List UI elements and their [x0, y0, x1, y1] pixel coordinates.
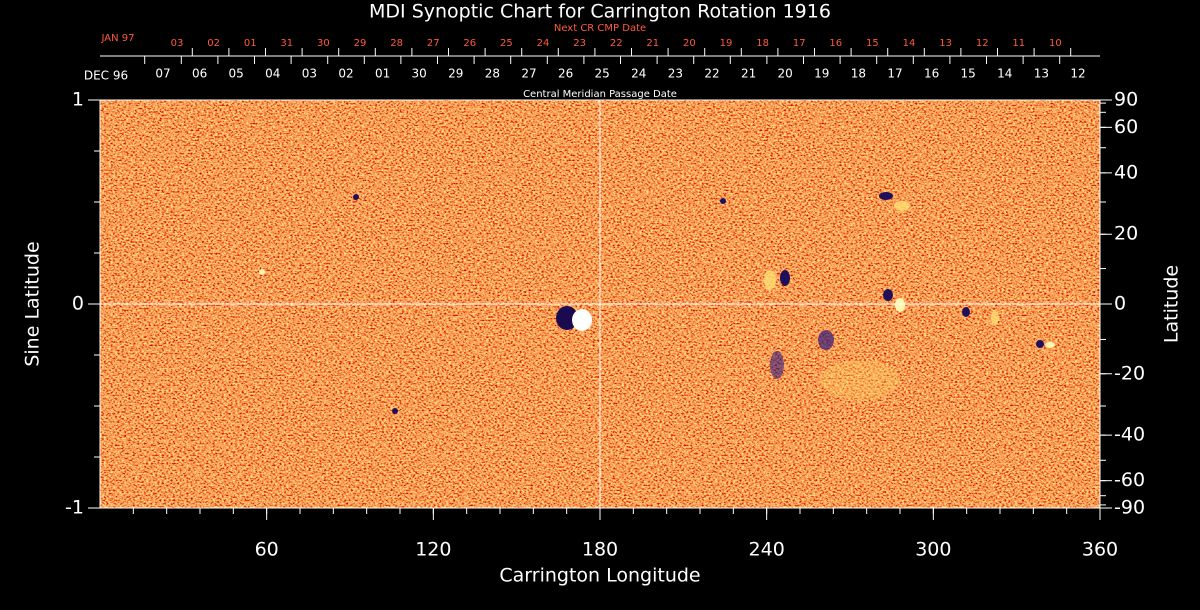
- cmp-date: 25: [595, 67, 610, 81]
- next-cmp-date: 17: [793, 38, 806, 49]
- x-tick-label: 300: [915, 539, 951, 561]
- y-tick-label: -1: [65, 497, 84, 519]
- next-cmp-date: 29: [354, 38, 367, 49]
- active-regions: [259, 192, 1055, 414]
- next-cmp-date: 30: [317, 38, 330, 49]
- next-cmp-date: 23: [573, 38, 586, 49]
- cmp-date: 17: [887, 67, 902, 81]
- y2-axis-title: Latitude: [1161, 265, 1183, 343]
- y-tick-label: 1: [72, 89, 84, 111]
- next-cmp-date: 03: [171, 38, 184, 49]
- y2-tick-label: -20: [1114, 362, 1145, 384]
- cmp-date: 15: [961, 67, 976, 81]
- x-tick-label: 240: [749, 539, 785, 561]
- cmp-date: 24: [631, 67, 646, 81]
- cmp-date: 16: [924, 67, 939, 81]
- cmp-date: 30: [412, 67, 427, 81]
- cmp-date: 14: [997, 67, 1012, 81]
- next-cmp-date: 26: [463, 38, 476, 49]
- cmp-date: 20: [778, 67, 793, 81]
- next-cmp-date: 01: [244, 38, 257, 49]
- cmp-date: 01: [375, 67, 390, 81]
- next-cmp-title: Next CR CMP Date: [554, 23, 646, 34]
- next-cmp-date: 16: [829, 38, 842, 49]
- y2-tick-label: 60: [1114, 116, 1138, 138]
- next-cmp-date: 10: [1049, 38, 1062, 49]
- y2-tick-label: 40: [1114, 161, 1138, 183]
- cmp-date: 04: [265, 67, 280, 81]
- next-cmp-date: 24: [537, 38, 550, 49]
- x-tick-label: 180: [582, 539, 618, 561]
- y2-tick-label: -90: [1114, 497, 1145, 519]
- next-cmp-date: 27: [427, 38, 440, 49]
- cmp-date: 18: [851, 67, 866, 81]
- cmp-date: 19: [814, 67, 829, 81]
- y2-tick-label: -40: [1114, 424, 1145, 446]
- cmp-date: 05: [229, 67, 244, 81]
- y2-tick-label: 20: [1114, 223, 1138, 245]
- y2-tick-label: 90: [1114, 89, 1138, 111]
- next-cmp-date: 19: [720, 38, 733, 49]
- next-cmp-date: 11: [1012, 38, 1025, 49]
- y-tick-label: 0: [72, 293, 84, 315]
- next-cmp-date: 18: [756, 38, 769, 49]
- cmp-date: 03: [302, 67, 317, 81]
- next-cmp-date: 31: [280, 38, 293, 49]
- next-cmp-date: 20: [683, 38, 696, 49]
- y-axis-title: Sine Latitude: [22, 241, 44, 366]
- next-cmp-date: 28: [390, 38, 403, 49]
- cmp-date: 13: [1034, 67, 1049, 81]
- cmp-date: 26: [558, 67, 573, 81]
- x-tick-label: 60: [255, 539, 279, 561]
- cmp-date: 29: [448, 67, 463, 81]
- next-cmp-month: JAN 97: [101, 33, 135, 44]
- x-axis-title: Carrington Longitude: [499, 565, 700, 587]
- chart-title: MDI Synoptic Chart for Carrington Rotati…: [369, 1, 831, 23]
- next-cmp-date: 12: [976, 38, 989, 49]
- next-cmp-date: 14: [903, 38, 916, 49]
- next-cmp-date: 21: [646, 38, 659, 49]
- cmp-date: 22: [704, 67, 719, 81]
- cmp-date: 12: [1070, 67, 1085, 81]
- next-cmp-date: 13: [939, 38, 952, 49]
- cmp-title: Central Meridian Passage Date: [523, 89, 677, 100]
- y2-tick-label: 0: [1114, 293, 1126, 315]
- cmp-date: 23: [668, 67, 683, 81]
- cmp-date: 28: [485, 67, 500, 81]
- cmp-date: 21: [741, 67, 756, 81]
- y2-tick-label: -60: [1114, 469, 1145, 491]
- cmp-month: DEC 96: [84, 69, 128, 83]
- x-tick-label: 120: [415, 539, 451, 561]
- cmp-date: 02: [338, 67, 353, 81]
- next-cmp-date: 22: [610, 38, 623, 49]
- next-cmp-date: 02: [207, 38, 220, 49]
- cmp-date: 27: [521, 67, 536, 81]
- next-cmp-date: 25: [500, 38, 513, 49]
- next-cmp-date: 15: [866, 38, 879, 49]
- x-tick-label: 360: [1082, 539, 1118, 561]
- cmp-date: 06: [192, 67, 207, 81]
- cmp-date: 07: [155, 67, 170, 81]
